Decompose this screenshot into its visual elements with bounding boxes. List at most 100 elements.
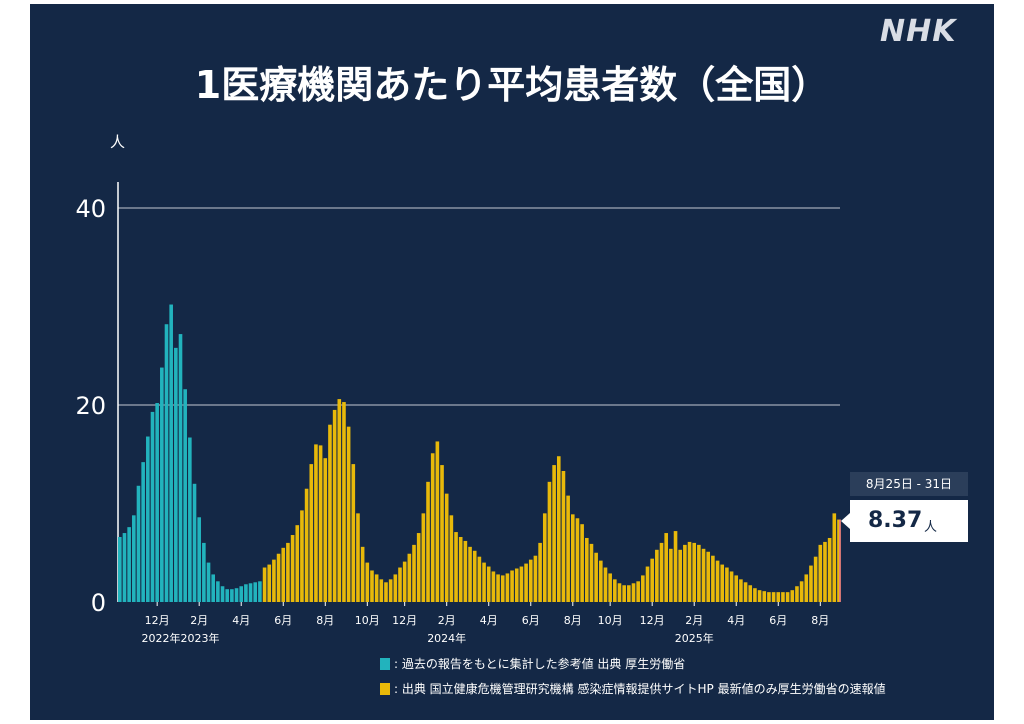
x-tick-label: 2月: [438, 614, 456, 627]
bar: [753, 588, 757, 602]
bar: [711, 555, 715, 602]
bar: [669, 548, 673, 602]
bar: [300, 510, 304, 602]
y-ticks: 0 20 40: [75, 195, 106, 617]
legend-colon: :: [394, 657, 402, 671]
bar: [613, 579, 617, 602]
bar: [290, 535, 295, 602]
bar: [767, 592, 771, 602]
bar: [160, 367, 164, 602]
bar: [164, 324, 169, 602]
bar: [426, 481, 430, 602]
bar: [729, 571, 734, 602]
bar: [715, 560, 720, 602]
bar: [281, 547, 286, 602]
bar: [412, 544, 416, 602]
bar: [356, 513, 360, 602]
bar: [206, 562, 211, 602]
legend-label-current: 出典 国立健康危機管理研究機構 感染症情報提供サイトHP 最新値のみ厚生労働省の…: [401, 682, 886, 696]
bar: [678, 549, 682, 602]
bar: [734, 575, 739, 602]
nhk-logo: NHK: [880, 14, 957, 49]
y-tick-label: 0: [91, 589, 106, 617]
y-tick-label: 20: [75, 392, 106, 420]
bar: [458, 536, 463, 602]
bar: [150, 411, 155, 602]
bar: [552, 465, 556, 602]
bar: [692, 542, 697, 602]
bar: [444, 493, 449, 602]
y-unit-label: 人: [110, 133, 125, 151]
bar: [258, 581, 262, 602]
bar: [435, 441, 440, 602]
bar: [799, 581, 804, 602]
bar: [720, 564, 725, 602]
x-tick-label: 8月: [564, 614, 582, 627]
bar: [701, 548, 706, 602]
bar: [239, 586, 244, 602]
bar: [603, 567, 608, 602]
bar: [528, 559, 533, 602]
bar: [314, 444, 318, 602]
bar: [146, 436, 150, 602]
bar: [393, 574, 398, 602]
legend-item-current: : 出典 国立健康危機管理研究機構 感染症情報提供サイトHP 最新値のみ厚生労働…: [380, 680, 886, 697]
bar: [178, 334, 183, 602]
bar: [136, 485, 141, 602]
bar: [220, 586, 225, 602]
bar: [286, 542, 290, 602]
bar: [580, 524, 584, 602]
bar: [617, 583, 622, 602]
gridlines: [118, 207, 840, 406]
latest-value-unit: 人: [924, 520, 938, 535]
x-tick-label: 10月: [355, 614, 380, 627]
bar: [267, 564, 272, 602]
bar: [748, 585, 753, 602]
bar: [183, 389, 187, 602]
latest-value: 8.37: [868, 508, 923, 533]
x-tick-label: 4月: [727, 614, 745, 627]
bar: [174, 347, 178, 602]
bar: [496, 574, 500, 602]
bars: [118, 304, 841, 602]
bar: [468, 546, 472, 602]
bar: [169, 304, 173, 602]
bar: [234, 588, 239, 602]
bar: [337, 399, 342, 602]
bar: [398, 567, 402, 602]
bar: [374, 574, 379, 602]
bar: [823, 541, 827, 602]
bar: [440, 465, 444, 602]
bar: [318, 445, 323, 602]
bar: [771, 592, 776, 602]
bar: [370, 570, 374, 602]
bar: [795, 586, 799, 602]
legend-colon: :: [394, 682, 402, 696]
bar-chart: 人 0 20 40 12月 2月 4月 6月 8月 10月 12月 2月 4月 6月 8月 10月 12月 2…: [75, 133, 841, 645]
bar: [477, 556, 482, 602]
bar: [813, 556, 818, 602]
bar: [407, 553, 412, 602]
bar: [365, 562, 370, 602]
legend-item-past: : 過去の報告をもとに集計した参考値 出典 厚生労働省: [380, 655, 685, 672]
bar: [832, 513, 837, 602]
bar: [342, 402, 346, 602]
bar: [449, 515, 454, 602]
bar-latest: [837, 519, 841, 602]
bar: [216, 581, 220, 602]
bar: [304, 488, 309, 602]
bar: [804, 574, 809, 602]
bar: [421, 513, 426, 602]
bar: [641, 575, 645, 602]
x-tick-label: 2月: [190, 614, 208, 627]
bar: [566, 495, 570, 602]
chart-title: 1医療機関あたり平均患者数（全国）: [194, 63, 830, 107]
legend-swatch-past: [380, 658, 390, 670]
bar: [388, 579, 393, 602]
chart-frame: NHK 1医療機関あたり平均患者数（全国） 人 0 20 40 12月 2月 4月 6月 8…: [30, 4, 994, 720]
bar: [272, 559, 276, 602]
bar: [211, 574, 215, 602]
legend-swatch-current: [380, 683, 390, 695]
bar: [197, 517, 201, 602]
x-tick-label: 8月: [316, 614, 334, 627]
